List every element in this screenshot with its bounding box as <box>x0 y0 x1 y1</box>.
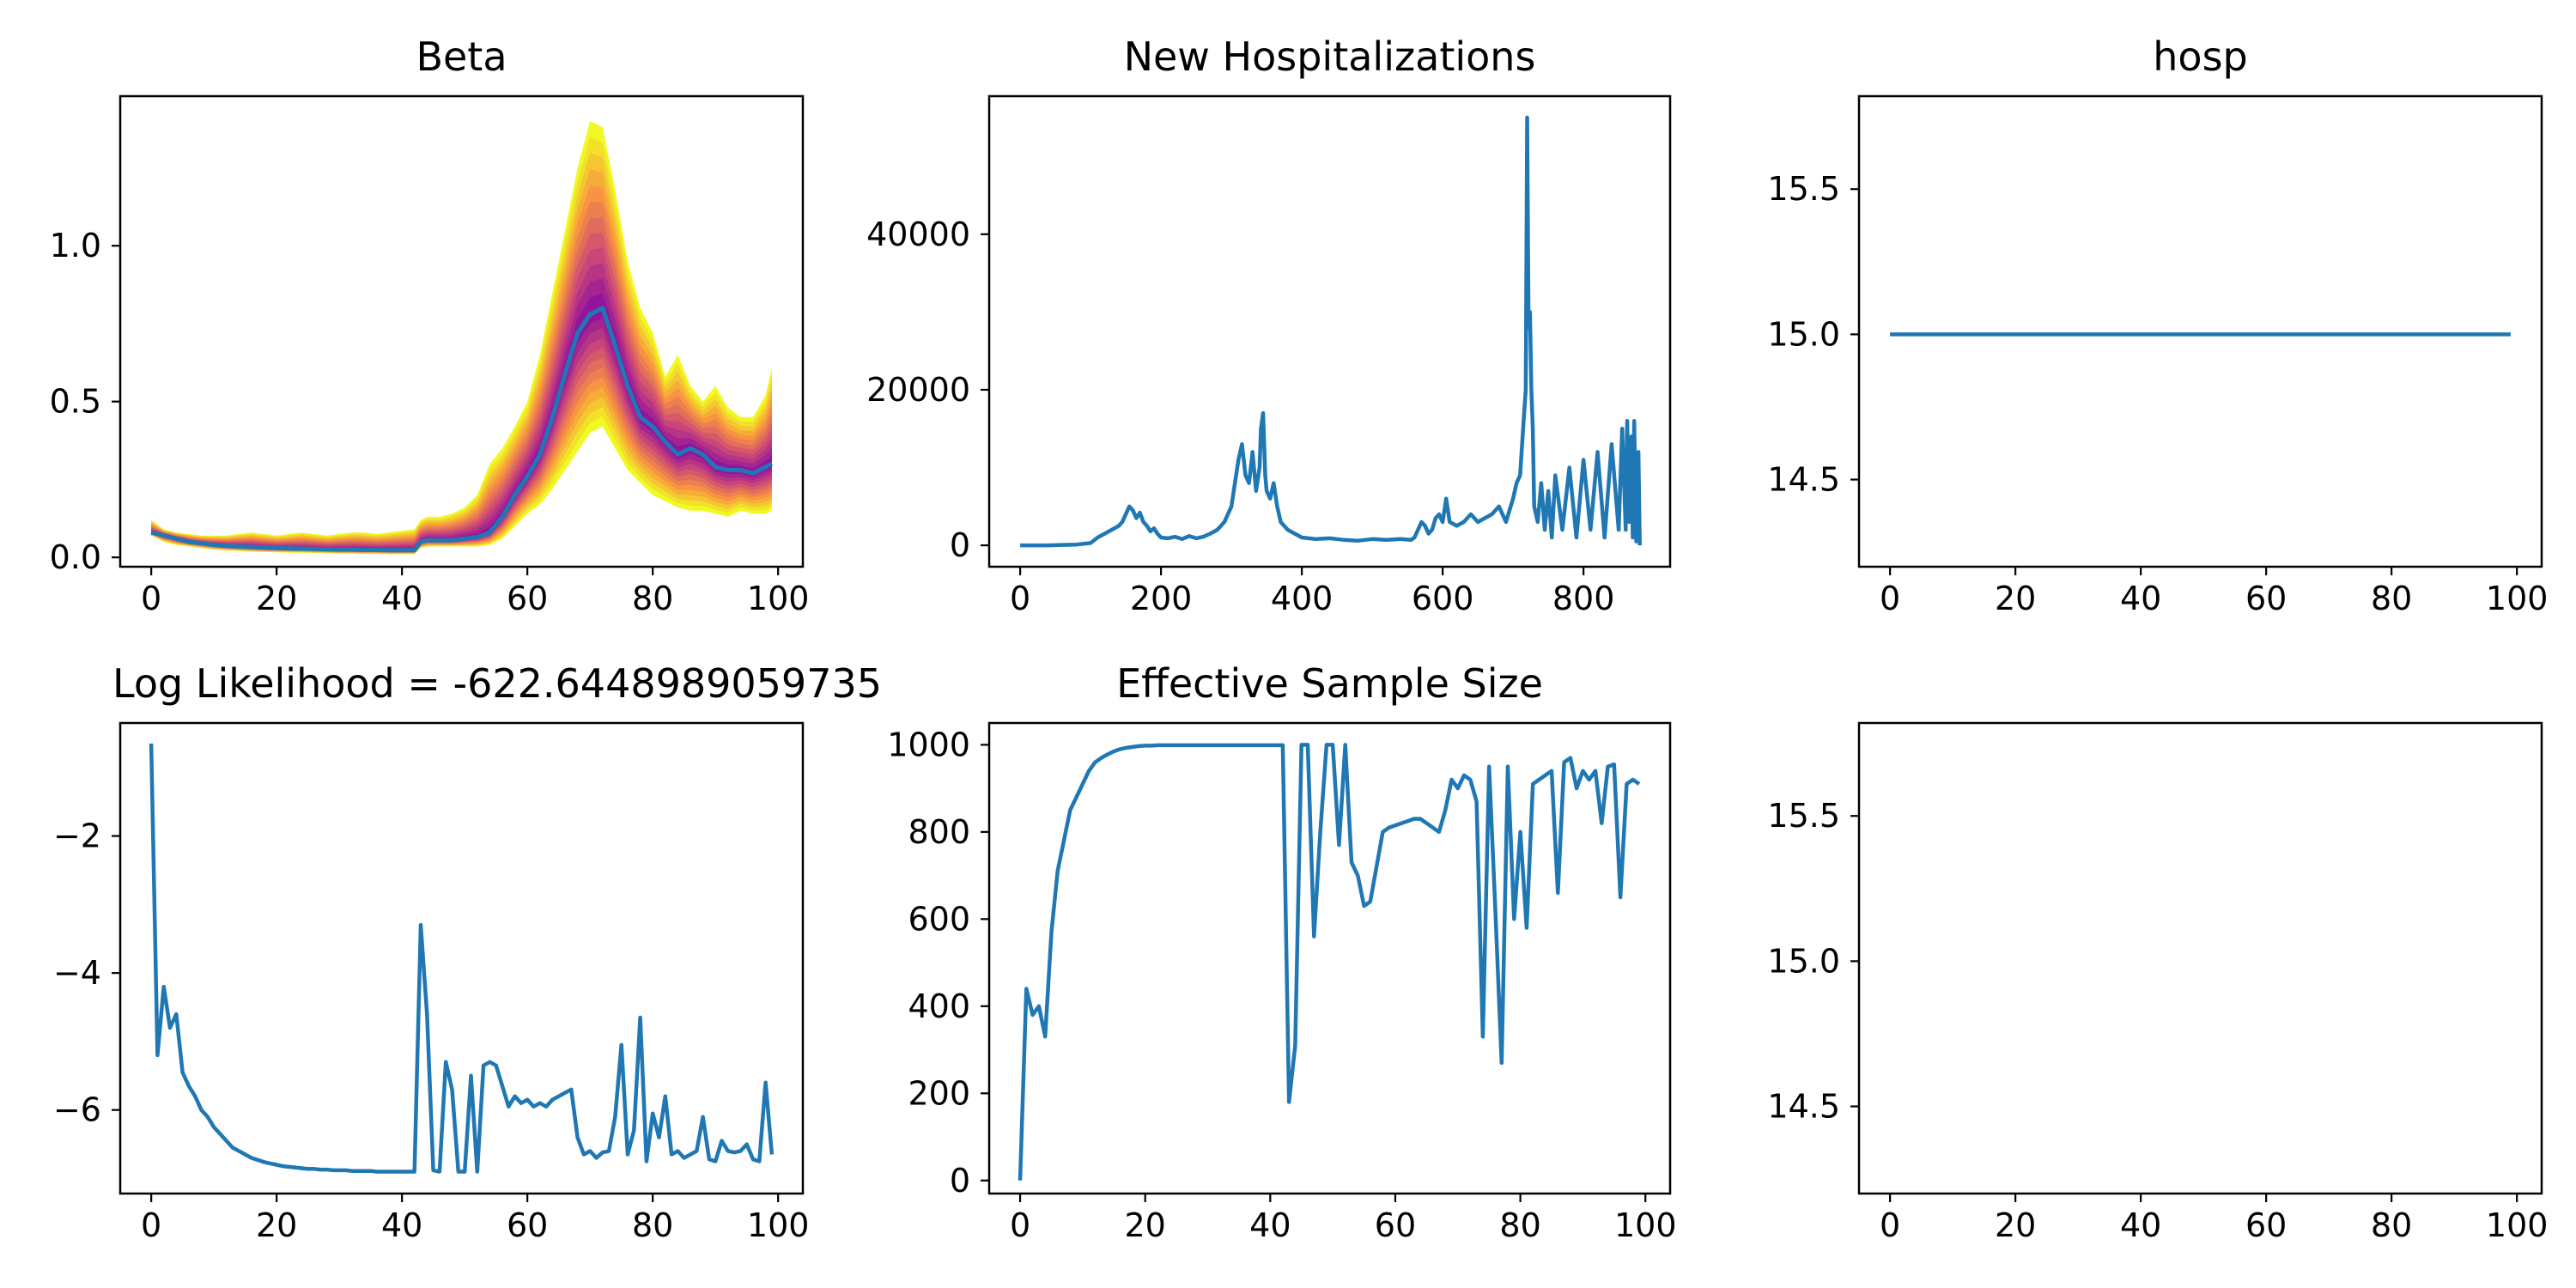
subplot-hosp_bottom: 0 20 40 60 80 100 14.5 15.0 15.5 <box>1767 721 2549 1244</box>
y-tick-label: −6 <box>53 1091 101 1129</box>
x-tick-label: 40 <box>1249 1206 1291 1244</box>
plot-area <box>1020 115 1642 548</box>
y-tick-label: 400 <box>908 987 970 1025</box>
x-tick-label: 80 <box>2371 580 2412 617</box>
x-tick-label: 20 <box>256 580 297 617</box>
y-tick-label: 20000 <box>866 371 970 409</box>
y-tick-label: 15.0 <box>1767 942 1840 980</box>
axes-frame <box>1857 94 2543 568</box>
subplot-new_hosp: 0 200 400 600 800 0 20000 40000 New Hospitalizat… <box>866 33 1672 617</box>
y-tick-label: 40000 <box>866 216 970 253</box>
x-tick-label: 20 <box>1995 580 2036 617</box>
axes-frame <box>987 94 1672 568</box>
x-tick-label: 20 <box>1125 1206 1166 1244</box>
series-line <box>1020 115 1642 548</box>
x-tick-label: 100 <box>747 1206 810 1244</box>
subplot-hosp_top: 0 20 40 60 80 100 14.5 15.0 15.5 hosp <box>1767 33 2548 617</box>
x-tick-label: 0 <box>1880 1206 1900 1244</box>
y-tick-label: 1000 <box>887 726 970 763</box>
y-tick-label: 0 <box>950 1162 970 1200</box>
subplot-title: Effective Sample Size <box>1116 660 1543 707</box>
y-tick-label: 200 <box>908 1074 970 1112</box>
x-tick-label: 40 <box>2120 1206 2161 1244</box>
x-tick-label: 60 <box>507 580 548 617</box>
subplot-title: New Hospitalizations <box>1124 33 1536 80</box>
x-tick-label: 80 <box>2371 1206 2412 1244</box>
x-tick-label: 80 <box>632 580 673 617</box>
x-tick-label: 60 <box>2245 580 2287 617</box>
x-tick-label: 400 <box>1271 580 1334 617</box>
x-tick-label: 20 <box>256 1206 297 1244</box>
x-tick-label: 100 <box>2486 1206 2549 1244</box>
x-tick-label: 600 <box>1412 580 1474 617</box>
series-line <box>1018 743 1641 1181</box>
x-tick-label: 40 <box>2120 580 2161 617</box>
y-tick-label: 0 <box>950 526 970 564</box>
y-tick-label: 15.5 <box>1767 797 1840 835</box>
axes-frame <box>1857 721 2543 1195</box>
y-tick-label: 1.0 <box>50 227 101 264</box>
x-tick-label: 0 <box>1010 580 1030 617</box>
plot-area <box>150 121 774 555</box>
x-tick-label: 80 <box>632 1206 673 1244</box>
x-tick-label: 0 <box>141 580 161 617</box>
y-tick-label: 15.5 <box>1767 170 1840 208</box>
x-tick-label: 0 <box>141 1206 161 1244</box>
x-tick-label: 40 <box>381 580 422 617</box>
x-tick-label: 60 <box>2245 1206 2287 1244</box>
x-tick-label: 20 <box>1995 1206 2036 1244</box>
plot-area <box>1018 743 1641 1181</box>
y-tick-label: 800 <box>908 813 970 851</box>
axes-frame <box>987 721 1672 1195</box>
y-tick-label: 14.5 <box>1767 1088 1840 1126</box>
y-tick-label: 15.0 <box>1767 315 1840 353</box>
x-tick-label: 80 <box>1499 1206 1540 1244</box>
x-tick-label: 100 <box>2486 580 2549 617</box>
x-tick-label: 60 <box>1375 1206 1416 1244</box>
axes-frame <box>118 94 805 568</box>
series-line-median <box>150 306 774 553</box>
x-tick-label: 0 <box>1880 580 1900 617</box>
x-tick-label: 800 <box>1552 580 1615 617</box>
series-line <box>149 743 775 1174</box>
y-tick-label: −4 <box>53 954 101 992</box>
axes-frame <box>118 721 805 1195</box>
y-tick-label: 600 <box>908 900 970 938</box>
subplot-loglik: 0 20 40 60 80 100 −6 −4 −2 Log Likelihood = -622.… <box>53 660 882 1244</box>
x-tick-label: 60 <box>507 1206 548 1244</box>
plot-area <box>149 743 775 1174</box>
y-tick-label: 0.5 <box>50 383 101 421</box>
x-tick-label: 100 <box>1614 1206 1677 1244</box>
x-tick-label: 0 <box>1010 1206 1030 1244</box>
subplot-title: Beta <box>416 33 507 80</box>
y-tick-label: 0.0 <box>50 538 101 576</box>
x-tick-label: 100 <box>747 580 810 617</box>
subplot-title: hosp <box>2153 33 2247 80</box>
x-tick-label: 200 <box>1130 580 1193 617</box>
x-tick-label: 40 <box>381 1206 422 1244</box>
subplot-beta: 0 20 40 60 80 100 0.0 0.5 1.0 Beta <box>50 33 810 617</box>
y-tick-label: −2 <box>53 817 101 855</box>
subplot-title: Log Likelihood = -622.6448989059735 <box>112 660 882 707</box>
y-tick-label: 14.5 <box>1767 461 1840 499</box>
